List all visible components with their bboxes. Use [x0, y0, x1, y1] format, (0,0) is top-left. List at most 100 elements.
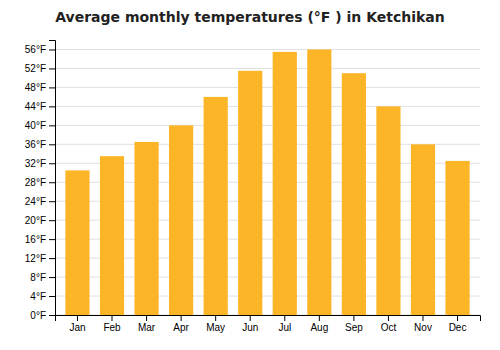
x-tick: Mar	[138, 315, 156, 333]
y-tick-label: 20°F	[25, 215, 46, 226]
y-axis-line	[49, 41, 56, 316]
x-tick-label: Feb	[103, 322, 121, 333]
y-tick-mark	[49, 315, 55, 316]
bar	[134, 142, 158, 315]
x-tick: Oct	[381, 315, 397, 333]
y-axis: 0°F 4°F 8°F 12°F 16°F 20°F 24°F 28°F 32°F 36°F 40°…	[25, 41, 56, 321]
grid-line	[55, 49, 480, 50]
bar	[204, 97, 228, 315]
x-tick-label: Jul	[278, 322, 291, 333]
x-tick: May	[206, 315, 225, 333]
x-tick-mark	[388, 315, 389, 321]
x-tick-mark	[422, 315, 423, 321]
y-tick-label: 8°F	[30, 272, 46, 283]
x-tick-label: Sep	[345, 322, 363, 333]
grid-line	[55, 87, 480, 88]
y-tick-label: 0°F	[30, 310, 46, 321]
x-tick-mark	[250, 315, 251, 321]
grid	[55, 49, 480, 315]
y-tick-mark	[49, 239, 55, 240]
x-tick: Aug	[310, 315, 328, 333]
y-tick-label: 36°F	[25, 139, 46, 150]
y-tick-label: 24°F	[25, 196, 46, 207]
bar	[445, 161, 469, 315]
bar	[307, 49, 331, 315]
y-tick: 56°F	[25, 44, 55, 55]
plot: 0°F 4°F 8°F 12°F 16°F 20°F 24°F 28°F 32°F 36°F 40°…	[25, 41, 481, 334]
y-tick: 40°F	[25, 120, 55, 131]
x-tick-mark	[181, 315, 182, 321]
y-tick-mark	[49, 106, 55, 107]
chart: Average monthly temperatures (°F ) in Ke…	[0, 0, 500, 350]
grid-line	[55, 106, 480, 107]
x-tick-mark	[146, 315, 147, 321]
x-tick: Jul	[278, 315, 291, 333]
x-axis-line	[56, 316, 481, 322]
y-tick-mark	[49, 182, 55, 183]
x-tick-label: May	[206, 322, 225, 333]
x-tick: Jun	[242, 315, 258, 333]
bar	[238, 71, 262, 315]
x-tick-label: Aug	[310, 322, 328, 333]
x-tick-label: Oct	[381, 322, 397, 333]
y-tick: 48°F	[25, 82, 55, 93]
y-tick-label: 32°F	[25, 158, 46, 169]
y-tick-label: 16°F	[25, 234, 46, 245]
x-tick-label: Dec	[449, 322, 467, 333]
y-tick-label: 48°F	[25, 82, 46, 93]
y-tick: 52°F	[25, 63, 55, 74]
bar	[273, 52, 297, 315]
y-tick: 12°F	[25, 253, 55, 264]
bar	[411, 144, 435, 315]
x-tick: Dec	[449, 315, 467, 333]
y-tick-mark	[49, 68, 55, 69]
y-tick-mark	[49, 296, 55, 297]
y-tick-label: 44°F	[25, 101, 46, 112]
bar	[100, 156, 124, 315]
x-tick-mark	[353, 315, 354, 321]
y-tick-label: 40°F	[25, 120, 46, 131]
y-tick-mark	[49, 144, 55, 145]
y-tick: 8°F	[30, 272, 55, 283]
y-tick-label: 52°F	[25, 63, 46, 74]
bar	[376, 106, 400, 315]
x-axis: Jan Feb Mar Apr May Jun Jul Aug Sep Oct Nov Dec	[56, 315, 481, 333]
x-tick-label: Jan	[69, 322, 85, 333]
x-tick-label: Apr	[173, 322, 189, 333]
x-tick-mark	[284, 315, 285, 321]
x-tick: Jan	[69, 315, 85, 333]
bar	[65, 170, 89, 315]
x-tick-label: Mar	[138, 322, 156, 333]
y-tick-mark	[49, 163, 55, 164]
y-tick-mark	[49, 258, 55, 259]
y-tick-label: 4°F	[30, 291, 46, 302]
x-tick: Feb	[103, 315, 121, 333]
y-tick: 16°F	[25, 234, 55, 245]
x-tick-mark	[77, 315, 78, 321]
y-tick-mark	[49, 201, 55, 202]
grid-line	[55, 125, 480, 126]
bars	[65, 49, 469, 315]
y-tick: 36°F	[25, 139, 55, 150]
y-tick-label: 28°F	[25, 177, 46, 188]
y-tick: 20°F	[25, 215, 55, 226]
bar	[169, 125, 193, 315]
x-tick-mark	[215, 315, 216, 321]
x-tick: Nov	[414, 315, 432, 333]
y-tick: 24°F	[25, 196, 55, 207]
y-tick-mark	[49, 125, 55, 126]
x-tick: Sep	[345, 315, 363, 333]
x-tick-mark	[319, 315, 320, 321]
y-tick: 44°F	[25, 101, 55, 112]
x-tick-label: Jun	[242, 322, 258, 333]
y-tick: 28°F	[25, 177, 55, 188]
y-tick-mark	[49, 220, 55, 221]
y-tick-label: 12°F	[25, 253, 46, 264]
y-tick-mark	[49, 87, 55, 88]
grid-line	[55, 68, 480, 69]
y-tick-mark	[49, 277, 55, 278]
y-tick-label: 56°F	[25, 44, 46, 55]
y-tick: 0°F	[30, 310, 55, 321]
y-tick-mark	[49, 49, 55, 50]
x-tick: Apr	[173, 315, 189, 333]
